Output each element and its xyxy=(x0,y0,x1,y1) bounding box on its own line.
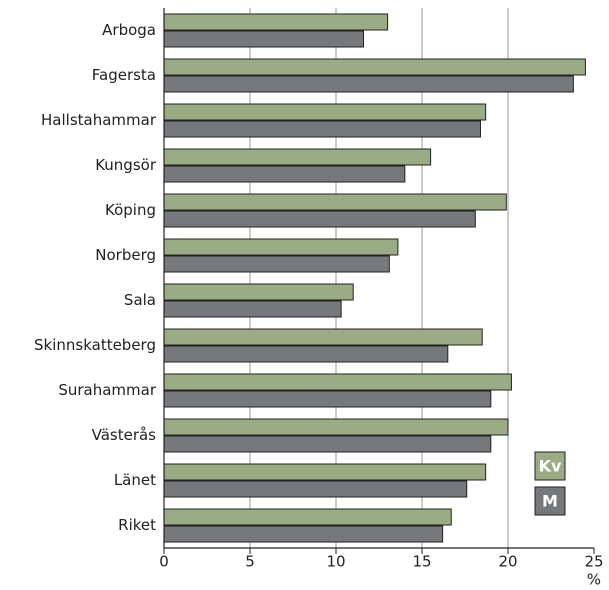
bar xyxy=(163,238,399,256)
bar xyxy=(163,58,586,76)
bar xyxy=(163,480,468,498)
bar xyxy=(163,345,449,363)
y-tick-label: Fagersta xyxy=(92,66,156,84)
bar xyxy=(163,508,452,526)
y-tick-label: Sala xyxy=(124,291,156,309)
bar xyxy=(163,463,487,481)
bar xyxy=(163,435,492,453)
bar xyxy=(163,328,483,346)
bar xyxy=(163,193,507,211)
legend-swatch xyxy=(534,451,566,481)
x-tick-label: 15 xyxy=(412,553,431,571)
x-tick-label: 25 xyxy=(584,553,603,571)
x-tick-label: 5 xyxy=(245,553,255,571)
bar xyxy=(163,418,509,436)
bar xyxy=(163,390,492,408)
bar xyxy=(163,30,365,48)
legend-swatch xyxy=(534,486,566,516)
bar xyxy=(163,283,354,301)
x-axis-unit: % xyxy=(587,571,601,589)
bar xyxy=(163,120,481,138)
legend-label: M xyxy=(542,492,558,511)
y-tick-label: Surahammar xyxy=(58,381,157,399)
bar xyxy=(163,148,432,166)
y-tick-label: Arboga xyxy=(102,21,156,39)
bar xyxy=(163,525,444,543)
bar xyxy=(163,103,487,121)
legend-label: Kv xyxy=(539,457,562,476)
bar xyxy=(163,13,389,31)
y-tick-label: Västerås xyxy=(92,426,157,444)
y-tick-label: Norberg xyxy=(95,246,156,264)
y-tick-label: Länet xyxy=(114,471,156,489)
bar xyxy=(163,300,342,318)
bar xyxy=(163,373,512,391)
y-tick-label: Köping xyxy=(105,201,156,219)
x-tick-label: 0 xyxy=(159,553,169,571)
y-tick-label: Riket xyxy=(118,516,156,534)
bar xyxy=(163,210,476,228)
y-tick-label: Kungsör xyxy=(95,156,157,174)
bar xyxy=(163,255,390,273)
y-tick-label: Skinnskatteberg xyxy=(34,336,156,354)
y-tick-label: Hallstahammar xyxy=(41,111,157,129)
bar xyxy=(163,75,574,93)
x-tick-label: 20 xyxy=(498,553,517,571)
x-tick-label: 10 xyxy=(326,553,345,571)
bar xyxy=(163,165,406,183)
